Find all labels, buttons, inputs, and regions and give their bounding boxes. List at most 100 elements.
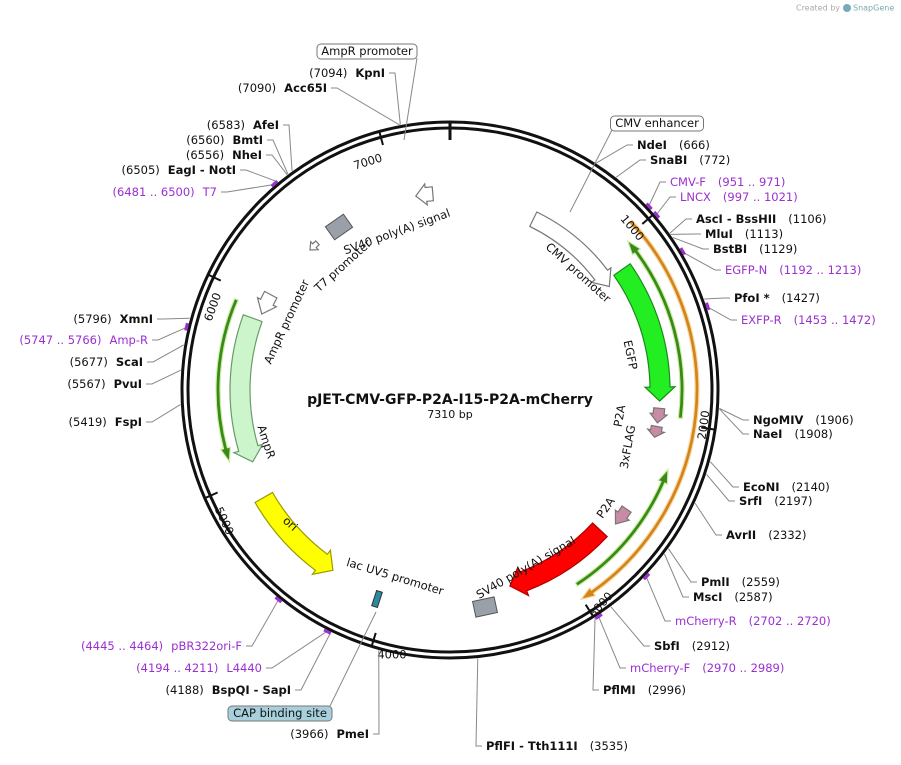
site-position: (666)	[679, 138, 710, 152]
site-name: NaeI	[753, 427, 782, 441]
ampr-promoter-arrow	[256, 290, 278, 315]
feature-leader	[403, 57, 418, 141]
site-leader	[373, 650, 380, 735]
site-position: (2996)	[648, 683, 686, 697]
primer-leader	[221, 183, 276, 193]
orf-line	[626, 239, 685, 420]
plasmid-size: 7310 bp	[427, 408, 472, 421]
site-name: SbfI	[654, 639, 680, 653]
site-label: EcoNI (2140)	[743, 480, 830, 494]
site-position: (2912)	[692, 639, 730, 653]
site-label: NdeI (666)	[637, 138, 710, 152]
site-position: (772)	[699, 153, 730, 167]
primer-position: (1192 .. 1213)	[779, 263, 861, 277]
primer-leader	[152, 326, 188, 341]
site-name: SnaBI	[650, 153, 687, 167]
cmv-promoter-arrow	[528, 211, 612, 288]
primer-name: L4440	[226, 661, 262, 675]
plasmid-name: pJET-CMV-GFP-P2A-I15-P2A-mCherry	[307, 392, 593, 408]
ori-arrow	[254, 491, 334, 576]
site-label: PflFI - Tth111I (3535)	[486, 739, 628, 753]
primer-mark	[184, 322, 189, 331]
site-position: (2587)	[734, 590, 772, 604]
site-leader	[240, 169, 279, 183]
primer-leader	[647, 181, 666, 208]
sv40-arrow	[414, 182, 435, 207]
site-name: PmeI	[337, 727, 370, 741]
site-label: SbfI (2912)	[654, 639, 730, 653]
primer-mark	[705, 302, 711, 311]
site-position: (3966)	[290, 727, 328, 741]
site-position: (7094)	[309, 66, 347, 80]
site-position: (2559)	[742, 575, 780, 589]
site-label: SrfI (2197)	[739, 494, 813, 508]
site-label: PmlI (2559)	[701, 575, 780, 589]
site-label: (7090) Acc65I	[238, 81, 327, 95]
feature-label: P2A	[611, 404, 629, 428]
site-position: (2197)	[774, 494, 812, 508]
primer-position: (5747 .. 5766)	[19, 333, 101, 347]
site-leader	[267, 139, 289, 175]
feature-label: CMV enhancer	[615, 116, 699, 130]
scale-tick	[204, 491, 219, 500]
site-name: BspQI - SapI	[212, 683, 291, 697]
site-name: PmlI	[701, 575, 730, 589]
scale-tick	[370, 632, 377, 647]
site-position: (5796)	[73, 312, 111, 326]
primer-position: (4194 .. 4211)	[136, 661, 218, 675]
site-leader	[596, 144, 633, 164]
site-name: SrfI	[739, 494, 762, 508]
p2a-arrow	[648, 407, 669, 424]
site-label: PfoI * (1427)	[734, 291, 820, 305]
primer-name: EGFP-N	[725, 263, 767, 277]
site-name: KpnI	[355, 66, 385, 80]
site-label: SnaBI (772)	[650, 153, 730, 167]
site-leader	[615, 159, 646, 178]
site-label: NgoMIV (1906)	[753, 413, 854, 427]
site-leader	[610, 606, 650, 647]
site-leader	[668, 548, 697, 583]
primer-label: EXFP-R (1453 .. 1472)	[741, 313, 876, 327]
site-label: (5796) XmnI	[73, 312, 153, 326]
primer-mark	[594, 613, 603, 620]
site-leader	[664, 553, 689, 598]
primer-mark	[679, 247, 686, 256]
feature-label: CAP binding site	[233, 706, 327, 720]
site-position: (1908)	[794, 427, 832, 441]
site-position: (1113)	[745, 227, 783, 241]
site-position: (6505)	[122, 163, 160, 177]
site-position: (7090)	[238, 81, 276, 95]
primer-label: mCherry-F (2970 .. 2989)	[630, 661, 784, 675]
feature-box	[610, 115, 704, 132]
site-position: (5677)	[70, 355, 108, 369]
ampr-arrow	[229, 314, 264, 463]
site-position: (1427)	[782, 291, 820, 305]
primer-position: (4445 .. 4464)	[81, 639, 163, 653]
site-label: (6556) NheI	[186, 148, 262, 162]
feature-leader	[569, 129, 613, 213]
site-label: (6560) BmtI	[186, 133, 263, 147]
site-name: BstBI	[713, 242, 747, 256]
site-leader	[709, 461, 739, 488]
site-leader	[694, 502, 722, 536]
site-label: MscI (2587)	[693, 590, 773, 604]
primer-mark	[653, 210, 661, 219]
primer-leader	[246, 598, 280, 647]
primer-label: LNCX (997 .. 1021)	[680, 190, 798, 204]
site-position: (6583)	[207, 118, 245, 132]
site-leader	[706, 474, 735, 502]
site-position: (6560)	[186, 133, 224, 147]
site-position: (1129)	[759, 242, 797, 256]
lac-uv5-box	[371, 589, 383, 609]
feature-leader	[329, 611, 377, 707]
scale-tick	[641, 214, 654, 225]
site-name: NgoMIV	[753, 413, 803, 427]
primer-name: T7	[202, 185, 217, 199]
primer-leader	[266, 630, 329, 669]
site-name: Acc65I	[284, 81, 327, 95]
scale-tick-label: 2000	[695, 409, 713, 440]
site-label: AscI - BssHII (1106)	[696, 212, 827, 226]
site-name: PvuI	[114, 377, 142, 391]
primer-position: (2702 .. 2720)	[749, 614, 831, 628]
